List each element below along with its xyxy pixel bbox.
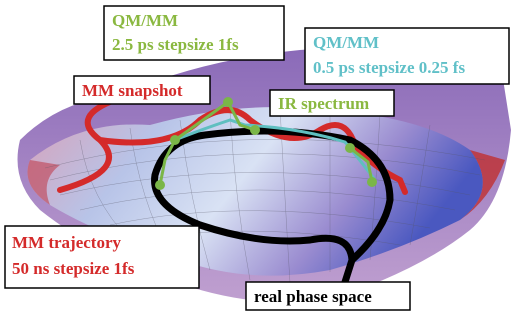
label: QM/MM xyxy=(112,11,178,30)
page: QM/MM 2.5 ps stepsize 1fs QM/MM 0.5 ps s… xyxy=(0,0,511,314)
label: real phase space xyxy=(254,287,372,306)
label: 2.5 ps stepsize 1fs xyxy=(112,35,239,54)
label: MM trajectory xyxy=(12,233,122,252)
label: QM/MM xyxy=(313,33,379,52)
label: IR spectrum xyxy=(278,94,369,113)
figure: QM/MM 2.5 ps stepsize 1fs QM/MM 0.5 ps s… xyxy=(0,0,511,314)
label: MM snapshot xyxy=(82,81,183,100)
label: 50 ns stepsize 1fs xyxy=(12,259,135,278)
label: 0.5 ps stepsize 0.25 fs xyxy=(313,58,465,77)
